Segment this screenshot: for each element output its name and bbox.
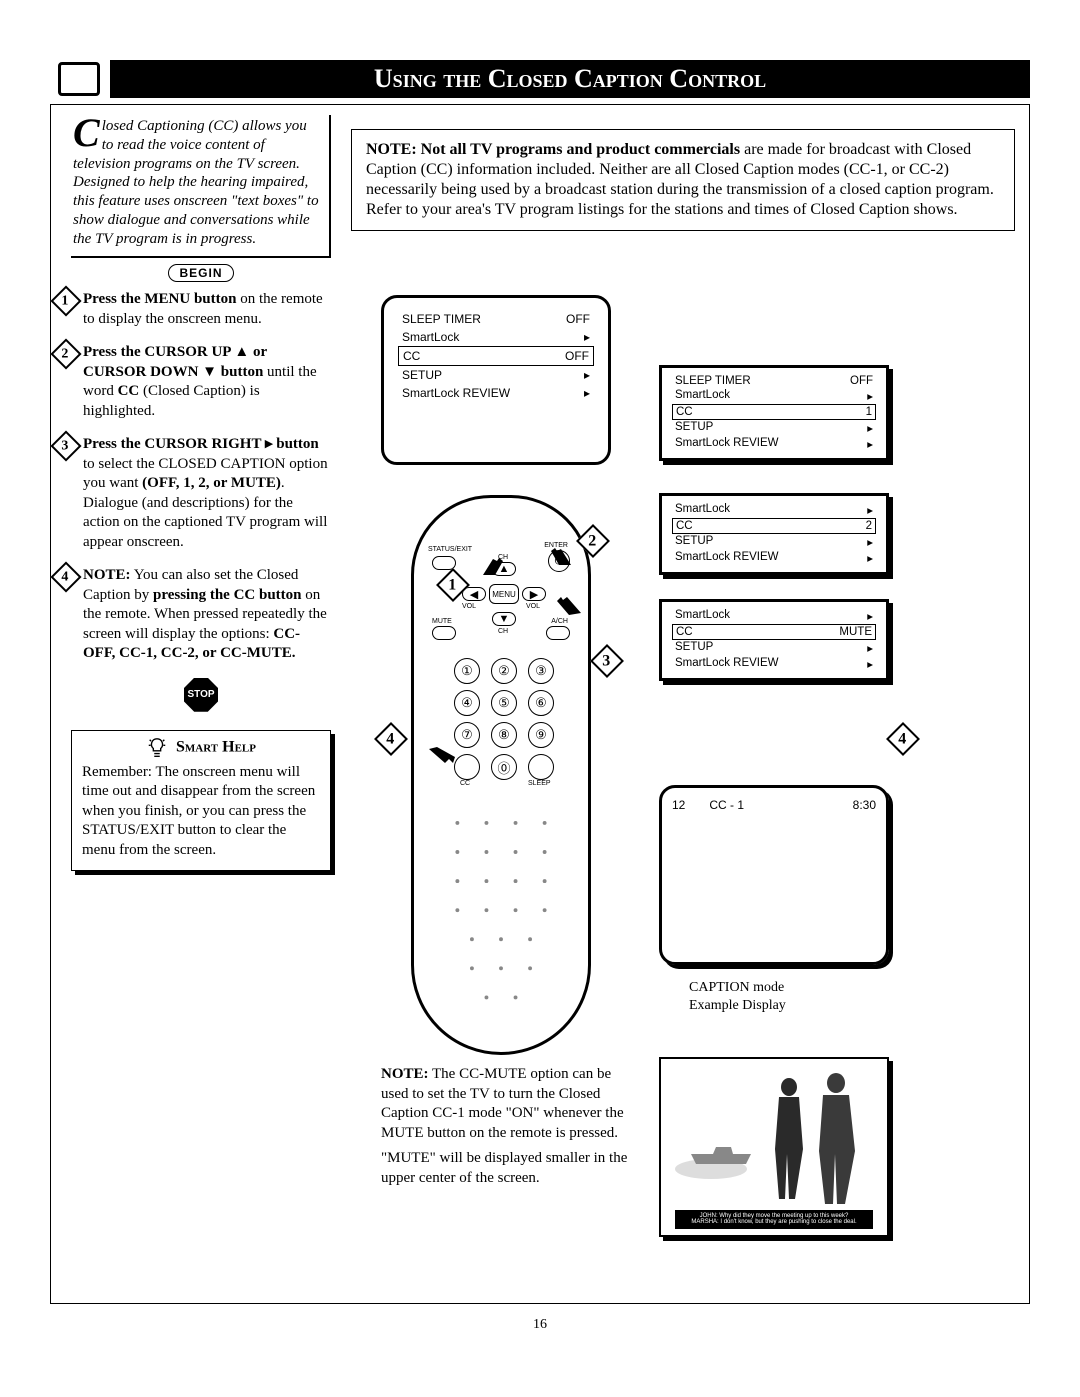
hand-icon-3 bbox=[553, 595, 583, 617]
menu-row: CCOFF bbox=[398, 346, 594, 366]
step-2: 2 Press the CURSOR UP ▲ or CURSOR DOWN ▼… bbox=[83, 343, 331, 421]
num-8-button[interactable]: ⑧ bbox=[491, 722, 517, 748]
hand-icon-4 bbox=[427, 745, 457, 767]
num-2-button[interactable]: ② bbox=[491, 658, 517, 684]
tv-icon bbox=[58, 62, 100, 96]
smarthelp-title: Smart Help bbox=[82, 737, 320, 759]
callout-3: 3 bbox=[590, 644, 624, 678]
stop-badge: STOP bbox=[184, 678, 218, 712]
mute-button[interactable] bbox=[432, 626, 456, 640]
menu-row: CC2 bbox=[672, 518, 876, 534]
cc-button[interactable] bbox=[454, 754, 480, 780]
step-4-number: 4 bbox=[50, 562, 81, 593]
num-1-button[interactable]: ① bbox=[454, 658, 480, 684]
num-5-button[interactable]: ⑤ bbox=[491, 690, 517, 716]
bottom-note: NOTE: The CC-MUTE option can be used to … bbox=[381, 1065, 631, 1188]
tv-menu-main: SLEEP TIMEROFFSmartLock▸CCOFFSETUP▸Smart… bbox=[381, 295, 611, 465]
menu-row: SmartLock REVIEW▸ bbox=[672, 550, 876, 566]
num-9-button[interactable]: ⑨ bbox=[528, 722, 554, 748]
caption-example-screen: 12 CC - 1 8:30 bbox=[659, 785, 889, 965]
caption-example-label: CAPTION mode Example Display bbox=[659, 979, 889, 1015]
menu-row: SmartLock▸ bbox=[672, 388, 876, 404]
sleep-button[interactable] bbox=[528, 754, 554, 780]
caption-mode: CC - 1 bbox=[709, 798, 744, 812]
tv-menu-cc1: SLEEP TIMEROFFSmartLock▸CC1SETUP▸SmartLo… bbox=[659, 365, 889, 461]
step-3: 3 Press the CURSOR RIGHT ▸ button to sel… bbox=[83, 435, 331, 552]
step-3-bold: Press the CURSOR RIGHT ▸ button bbox=[83, 436, 319, 452]
menu-row: SmartLock▸ bbox=[672, 608, 876, 624]
step-3-number: 3 bbox=[50, 431, 81, 462]
left-column: Closed Captioning (CC) allows you to rea… bbox=[71, 115, 331, 871]
top-note: NOTE: Not all TV programs and product co… bbox=[351, 129, 1015, 231]
menu-row: SLEEP TIMEROFF bbox=[398, 310, 594, 328]
menu-row: SmartLock REVIEW▸ bbox=[672, 656, 876, 672]
ach-button[interactable] bbox=[546, 626, 570, 640]
menu-row: SmartLock▸ bbox=[398, 328, 594, 346]
tv-menu-ccmute: SmartLock▸CCMUTESETUP▸SmartLock REVIEW▸ bbox=[659, 599, 889, 681]
num-3-button[interactable]: ③ bbox=[528, 658, 554, 684]
example-photo: JOHN: Why did they move the meeting up t… bbox=[659, 1057, 889, 1237]
caption-example: 12 CC - 1 8:30 CAPTION mode Example Disp… bbox=[659, 785, 889, 1015]
people-illustration-icon bbox=[661, 1059, 889, 1209]
remote-lower-dots bbox=[438, 808, 564, 1022]
intro-body: losed Captioning (CC) allows you to read… bbox=[73, 118, 319, 247]
lightbulb-icon bbox=[146, 737, 168, 759]
page-number: 16 bbox=[51, 1317, 1029, 1333]
hand-icon-2 bbox=[543, 545, 573, 567]
num-7-button[interactable]: ⑦ bbox=[454, 722, 480, 748]
cursor-down-button[interactable]: ▼ bbox=[492, 612, 516, 626]
step-1-bold: Press the MENU button bbox=[83, 291, 236, 307]
num-4-button[interactable]: ④ bbox=[454, 690, 480, 716]
menu-row: SLEEP TIMEROFF bbox=[672, 374, 876, 388]
step-2-number: 2 bbox=[50, 339, 81, 370]
caption-channel: 12 bbox=[672, 798, 685, 812]
cursor-right-button[interactable]: ▶ bbox=[522, 587, 546, 601]
step-1-number: 1 bbox=[50, 286, 81, 317]
menu-row: SmartLock REVIEW▸ bbox=[398, 384, 594, 402]
menu-row: SmartLock REVIEW▸ bbox=[672, 436, 876, 452]
caption-time: 8:30 bbox=[853, 798, 876, 812]
menu-row: CC1 bbox=[672, 404, 876, 420]
begin-badge: BEGIN bbox=[71, 266, 331, 280]
dropcap: C bbox=[73, 117, 102, 149]
photo-caption-strip: JOHN: Why did they move the meeting up t… bbox=[675, 1210, 873, 1229]
step-2-bold: Press the CURSOR UP ▲ or CURSOR DOWN ▼ b… bbox=[83, 344, 267, 380]
tv-menu-cc2: SmartLock▸CC2SETUP▸SmartLock REVIEW▸ bbox=[659, 493, 889, 575]
page-title: Using the Closed Caption Control bbox=[110, 60, 1030, 98]
menu-row: SETUP▸ bbox=[672, 534, 876, 550]
menu-button[interactable]: MENU bbox=[489, 584, 519, 604]
remote-control: STATUS/EXIT ⏻ ENTER ▲ CH ▼ CH ◀ VOL ▶ VO… bbox=[411, 495, 591, 1055]
step-4: 4 NOTE: You can also set the Closed Capt… bbox=[83, 566, 331, 664]
content-frame: Closed Captioning (CC) allows you to rea… bbox=[50, 104, 1030, 1304]
menu-row: SETUP▸ bbox=[672, 420, 876, 436]
hand-icon-1 bbox=[481, 555, 511, 577]
num-6-button[interactable]: ⑥ bbox=[528, 690, 554, 716]
status-exit-label: STATUS/EXIT bbox=[428, 546, 472, 553]
callout-4-left: 4 bbox=[374, 722, 408, 756]
num-0-button[interactable]: ⓪ bbox=[491, 754, 517, 780]
smarthelp-text: Remember: The onscreen menu will time ou… bbox=[82, 764, 315, 858]
smarthelp-box: Smart Help Remember: The onscreen menu w… bbox=[71, 730, 331, 872]
step-1: 1 Press the MENU button on the remote to… bbox=[83, 290, 331, 329]
intro-text: Closed Captioning (CC) allows you to rea… bbox=[71, 115, 331, 258]
callout-4-right: 4 bbox=[886, 722, 920, 756]
menu-row: SETUP▸ bbox=[398, 366, 594, 384]
menu-row: CCMUTE bbox=[672, 624, 876, 640]
menu-row: SETUP▸ bbox=[672, 640, 876, 656]
menu-row: SmartLock▸ bbox=[672, 502, 876, 518]
